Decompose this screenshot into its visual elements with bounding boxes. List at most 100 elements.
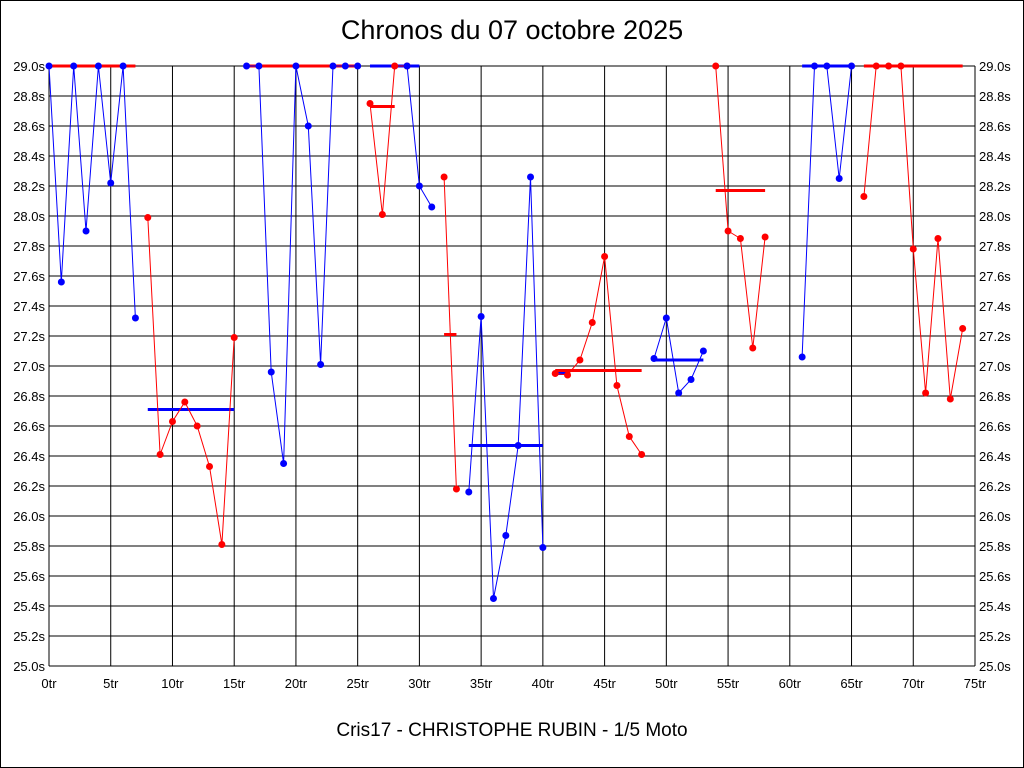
data-point-blue <box>823 62 831 70</box>
y-tick-label-left: 27.6s <box>13 269 45 284</box>
y-tick-label-left: 28.4s <box>13 149 45 164</box>
data-point-red <box>872 62 880 70</box>
chart-title: Chronos du 07 octobre 2025 <box>340 15 684 45</box>
y-tick-label-left: 28.8s <box>13 89 45 104</box>
data-point-blue <box>650 355 658 362</box>
data-point-blue <box>317 361 325 368</box>
y-tick-label-right: 26.6s <box>979 419 1011 434</box>
series-line-red <box>443 176 457 490</box>
y-tick-label-left: 25.2s <box>13 629 45 644</box>
y-tick-label-right: 27.6s <box>979 269 1011 284</box>
data-point-red <box>638 451 646 458</box>
y-tick-label-right: 28.0s <box>979 209 1011 224</box>
y-tick-label-left: 25.6s <box>13 569 45 584</box>
grid-lines <box>48 65 976 667</box>
x-tick-label: 30tr <box>408 676 431 691</box>
y-tick-label-right: 26.4s <box>979 449 1011 464</box>
y-tick-label-right: 28.4s <box>979 149 1011 164</box>
data-point-red <box>452 485 460 493</box>
y-tick-label-left: 26.0s <box>13 509 45 524</box>
y-tick-label-left: 29.0s <box>13 59 45 74</box>
x-tick-label: 25tr <box>346 676 369 691</box>
data-point-red <box>144 214 152 221</box>
series-line-blue <box>801 65 852 358</box>
y-tick-label-left: 27.0s <box>13 359 45 374</box>
y-tick-label-right: 27.2s <box>979 329 1011 344</box>
data-point-red <box>601 253 609 260</box>
y-tick-label-right: 26.2s <box>979 479 1011 494</box>
series-line-blue <box>48 65 136 319</box>
x-tick-label: 50tr <box>655 676 678 691</box>
y-axis-left-labels: 25.0s 25.2s 25.4s 25.6s 25.8s 26.0s 26.2s 26.4s… <box>13 59 45 674</box>
y-tick-label-right: 27.8s <box>979 239 1011 254</box>
data-point-blue <box>341 62 349 70</box>
data-point-blue <box>70 62 78 70</box>
data-point-blue <box>82 227 90 235</box>
x-tick-label: 0tr <box>41 676 57 691</box>
data-point-blue <box>292 62 300 70</box>
data-point-blue <box>465 488 473 496</box>
data-point-blue <box>428 203 436 211</box>
data-point-red <box>230 334 238 341</box>
series-line-red <box>147 217 235 545</box>
y-tick-label-right: 27.4s <box>979 299 1011 314</box>
data-point-blue <box>835 175 843 182</box>
data-point-red <box>613 382 621 389</box>
y-tick-label-left: 27.4s <box>13 299 45 314</box>
data-point-red <box>440 173 448 181</box>
data-point-blue <box>255 62 263 70</box>
y-tick-label-left: 26.4s <box>13 449 45 464</box>
data-point-blue <box>329 62 337 70</box>
data-point-blue <box>489 595 497 602</box>
data-point-red <box>909 245 917 253</box>
y-tick-label-left: 27.8s <box>13 239 45 254</box>
y-tick-label-right: 28.8s <box>979 89 1011 104</box>
data-point-red <box>168 418 176 425</box>
y-tick-label-left: 28.0s <box>13 209 45 224</box>
x-tick-label: 20tr <box>285 676 308 691</box>
data-point-blue <box>131 314 139 322</box>
y-tick-label-right: 28.2s <box>979 179 1011 194</box>
series-line-blue <box>653 317 704 395</box>
y-tick-label-left: 25.0s <box>13 659 45 674</box>
data-point-red <box>959 325 967 332</box>
average-lines <box>49 64 963 447</box>
y-tick-label-left: 25.4s <box>13 599 45 614</box>
data-point-blue <box>57 278 65 286</box>
x-tick-label: 35tr <box>470 676 493 691</box>
data-point-red <box>897 62 905 70</box>
data-point-blue <box>514 442 522 449</box>
data-point-blue <box>119 62 127 70</box>
data-point-red <box>712 62 720 70</box>
x-tick-label: 55tr <box>717 676 740 691</box>
y-tick-label-right: 28.6s <box>979 119 1011 134</box>
data-point-blue <box>403 62 411 70</box>
data-point-blue <box>502 532 510 539</box>
data-point-blue <box>354 62 362 70</box>
series-line-red <box>369 65 408 215</box>
data-point-blue <box>848 62 856 70</box>
data-point-blue <box>477 313 485 320</box>
data-point-blue <box>662 314 670 322</box>
data-point-red <box>761 233 769 241</box>
data-point-blue <box>798 353 806 361</box>
y-tick-label-right: 27.0s <box>979 359 1011 374</box>
x-tick-label: 40tr <box>532 676 555 691</box>
data-point-red <box>551 370 559 377</box>
y-tick-label-right: 26.8s <box>979 389 1011 404</box>
y-tick-label-left: 26.8s <box>13 389 45 404</box>
series-points <box>45 62 967 602</box>
y-tick-label-right: 25.8s <box>979 539 1011 554</box>
data-point-red <box>193 422 201 430</box>
data-point-blue <box>267 368 275 376</box>
x-axis-labels: 0tr 5tr 10tr 15tr 20tr 25tr 30tr 35tr 40tr 45tr 50… <box>41 676 986 691</box>
data-point-red <box>922 389 930 397</box>
data-point-blue <box>280 460 288 467</box>
y-tick-label-left: 25.8s <box>13 539 45 554</box>
data-point-red <box>181 398 189 406</box>
data-point-blue <box>415 182 423 190</box>
chart-subtitle: Cris17 - CHRISTOPHE RUBIN - 1/5 Moto <box>336 720 688 741</box>
y-tick-label-right: 25.0s <box>979 659 1011 674</box>
data-point-red <box>218 541 226 548</box>
